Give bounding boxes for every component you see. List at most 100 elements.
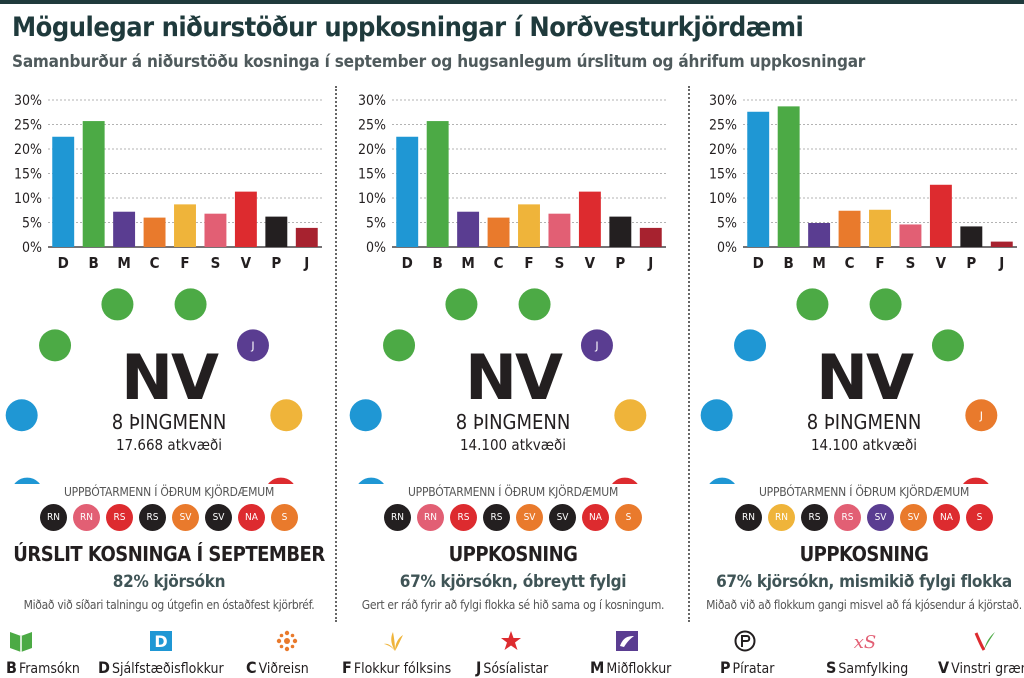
y-tick-label: 15% (709, 167, 737, 183)
bar-B (82, 121, 105, 247)
legend-name: Viðreisn (258, 661, 309, 677)
bar-V (234, 191, 257, 247)
compensation-seat: SV (516, 504, 543, 531)
y-tick-label: 5% (22, 216, 42, 232)
seat-V (963, 477, 989, 484)
x-tick-label: F (875, 254, 884, 272)
bar-chart: 0% 5% 10% 15% 20% 25% 30% D B M C F S V P J (14, 93, 322, 272)
scenario-title: ÚRSLIT KOSNINGA Í SEPTEMBER (13, 542, 325, 566)
x-tick-label: M (812, 254, 825, 272)
x-tick-label: V (241, 254, 252, 272)
x-tick-label: F (180, 254, 189, 272)
samfylking-icon: xS (854, 632, 876, 652)
compensation-seat: S (966, 504, 993, 531)
scenario-note: Miðað við síðari talningu og útgefin en … (23, 598, 315, 612)
district-code: NV (121, 341, 219, 414)
legend-letter: D (98, 658, 110, 677)
bar-P (265, 216, 288, 247)
vote-count: 14.100 atkvæði (810, 436, 918, 454)
bar-C (487, 217, 510, 247)
compensation-seat: S (271, 504, 298, 531)
y-tick-label: 15% (14, 167, 42, 183)
compensation-label: UPPBÓTARMENN Í ÖÐRUM KJÖRDÆMUM (758, 485, 970, 499)
seat-B (383, 329, 416, 362)
bar-M (113, 211, 136, 247)
compensation-seat: SV (172, 504, 199, 531)
bar-V (929, 184, 952, 247)
y-tick-label: 15% (358, 167, 386, 183)
bar-D (396, 136, 419, 247)
compensation-seat: SV (867, 504, 894, 531)
panel-divider (688, 86, 690, 622)
page-title: Mögulegar niðurstöður uppkosningar í Nor… (12, 12, 804, 43)
legend-letter: J (476, 658, 482, 677)
vote-count: 17.668 atkvæði (115, 436, 223, 454)
x-tick-label: P (615, 254, 625, 272)
y-tick-label: 0% (22, 240, 42, 256)
scenario-title: UPPKOSNING (448, 542, 578, 566)
x-tick-label: S (211, 254, 221, 272)
x-tick-label: B (433, 254, 443, 272)
y-tick-label: 5% (717, 216, 737, 232)
compensation-seat: RS (834, 504, 861, 531)
legend-letter: C (246, 658, 257, 677)
scenario-title: UPPKOSNING (799, 542, 929, 566)
seat-D (358, 477, 384, 484)
seat-D (700, 399, 733, 432)
seat-ring: J (700, 288, 998, 484)
x-tick-label: P (966, 254, 976, 272)
x-tick-label: C (494, 254, 504, 272)
bar-S (204, 213, 227, 247)
seat-B (174, 288, 207, 321)
seat-D (709, 477, 735, 484)
x-tick-label: B (89, 254, 99, 272)
mp-count: 8 ÞINGMENN (806, 410, 922, 434)
top-rule (0, 0, 1024, 4)
compensation-seat: RN (73, 504, 100, 531)
y-tick-label: 20% (709, 142, 737, 158)
compensation-seat: RS (139, 504, 166, 531)
bar-P (960, 226, 983, 247)
seat-F (270, 399, 303, 432)
bar-F (174, 204, 196, 247)
party-legend: B Framsókn D D Sjálfstæðisflokkur C Viðreis… (0, 628, 1024, 678)
bar-chart: 0% 5% 10% 15% 20% 25% 30% D B M C F S V P J (709, 93, 1017, 272)
compensation-seat: RN (417, 504, 444, 531)
mp-count: 8 ÞINGMENN (111, 410, 227, 434)
scenario-note: Miðað við að flokkum gangi misvel að fá … (706, 598, 1022, 612)
y-tick-label: 0% (717, 240, 737, 256)
seat-F (614, 399, 647, 432)
legend-letter: M (590, 658, 605, 677)
compensation-seat: S (615, 504, 642, 531)
compensation-seat: RS (106, 504, 133, 531)
compensation-seat: RN (384, 504, 411, 531)
y-tick-label: 10% (358, 191, 386, 207)
compensation-label: UPPBÓTARMENN Í ÖÐRUM KJÖRDÆMUM (63, 485, 275, 499)
sjalfstaedisflokkur-icon: D (150, 631, 172, 651)
legend-name: Flokkur fólksins (353, 661, 452, 677)
legend-letter: B (6, 658, 17, 677)
seat-V (268, 477, 294, 484)
scenario-panel-september: 0% 5% 10% 15% 20% 25% 30% D B M C F S V P J J NV 8 ÞING… (4, 84, 334, 620)
legend-letter: S (826, 658, 837, 677)
compensation-seat: NA (933, 504, 960, 531)
compensation-seat: SV (205, 504, 232, 531)
compensation-seat: RS (801, 504, 828, 531)
x-tick-label: V (936, 254, 947, 272)
x-tick-label: S (555, 254, 565, 272)
y-tick-label: 20% (358, 142, 386, 158)
bar-J (990, 241, 1013, 247)
compensation-row: RN RN RS RS SV SV NA S (699, 504, 1024, 531)
bar-chart: 0% 5% 10% 15% 20% 25% 30% D B M C F S V P J (358, 93, 666, 272)
compensation-row: RN RN RS RS SV SV NA S (348, 504, 678, 531)
seat-ring: J (5, 288, 303, 484)
legend-name: Píratar (732, 661, 775, 677)
x-tick-label: J (303, 254, 309, 272)
y-tick-label: 25% (358, 118, 386, 134)
bar-P (609, 216, 632, 247)
x-tick-label: C (150, 254, 160, 272)
bar-M (808, 222, 831, 247)
bar-F (869, 209, 891, 247)
x-tick-label: D (58, 254, 69, 272)
seat-J (580, 329, 613, 362)
